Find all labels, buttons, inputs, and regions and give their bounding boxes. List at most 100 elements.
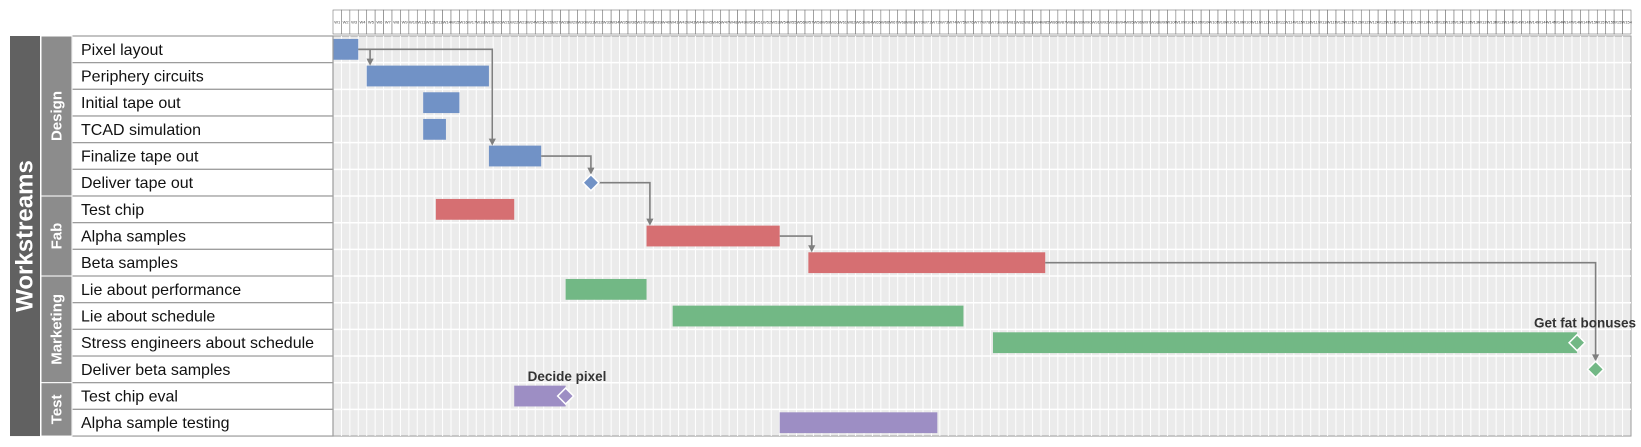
week-label: W8 [393,20,400,25]
week-label: W63 [856,20,865,25]
week-label: W39 [653,20,662,25]
task-bar [423,118,446,140]
task-label-cell [71,195,334,224]
week-label: W27 [552,20,561,25]
week-label: W29 [569,20,578,25]
week-label: W13 [434,20,443,25]
task-label-column: Pixel layout Periphery circuits Initial ta… [71,35,334,437]
task-label: TCAD simulation [81,122,201,139]
task-label: Periphery circuits [81,69,204,86]
week-label: W129 [1411,20,1422,25]
dependency-line [358,48,494,140]
task-bar [514,385,566,407]
week-label: W114 [1285,20,1296,25]
task-label-cell [71,248,334,277]
task-label-cell [71,275,334,304]
week-label: W134 [1453,20,1464,25]
week-label: W152 [1605,20,1616,25]
task-label-cell [71,408,334,437]
milestone-diamond [1567,333,1587,352]
week-label: W18 [476,20,485,25]
milestone-diamond [1586,360,1605,379]
week-label: W121 [1343,20,1354,25]
week-label: W28 [561,20,570,25]
week-label: W99 [1159,20,1168,25]
week-label: W143 [1529,20,1540,25]
week-label: W139 [1495,20,1506,25]
week-label: W40 [662,20,671,25]
week-label: W81 [1007,20,1016,25]
week-label: W34 [611,20,620,25]
task-label-cell [71,115,334,144]
week-label: W37 [637,20,646,25]
task-bar [565,278,647,300]
week-label: W95 [1125,20,1134,25]
week-label: W151 [1596,20,1607,25]
week-label: W76 [965,20,974,25]
task-bar [366,65,489,87]
task-bar [333,38,359,60]
workstreams-label: Workstreams [12,160,39,312]
week-label: W119 [1327,20,1338,25]
dependency-arrowhead [1592,354,1600,362]
week-label: W54 [780,20,789,25]
week-label: W115 [1293,20,1304,25]
week-label: W140 [1504,20,1515,25]
week-label: W42 [679,20,688,25]
week-header-cell [1622,9,1632,35]
week-label: W73 [940,20,949,25]
week-label: W15 [451,20,460,25]
week-label: W1 [334,20,341,25]
week-label: W147 [1563,20,1574,25]
week-label: W138 [1487,20,1498,25]
week-label: W35 [620,20,629,25]
week-label: W154 [1622,20,1633,25]
week-label: W111 [1259,20,1270,25]
task-label-cell [71,302,334,330]
week-label: W118 [1318,20,1329,25]
dependency-line [1045,261,1597,356]
task-bar [779,412,938,434]
week-label: W124 [1369,20,1380,25]
week-label: W78 [982,20,991,25]
task-label: Alpha sample testing [81,415,230,432]
week-label: W10 [409,20,418,25]
dependency-arrowhead [808,245,816,253]
week-label: W67 [889,20,898,25]
week-label: W96 [1134,20,1143,25]
week-label: W14 [443,20,452,25]
week-label: W23 [519,20,528,25]
week-label: W91 [1092,20,1101,25]
week-label: W71 [923,20,932,25]
task-bars [333,38,1578,434]
week-label: W144 [1537,20,1548,25]
week-label: W79 [991,20,1000,25]
group-label: Test [49,395,66,425]
week-label: W36 [628,20,637,25]
week-label: W104 [1200,20,1211,25]
task-label: Stress engineers about schedule [81,335,314,352]
workstreams-column: Workstreams [10,36,40,437]
week-label: W58 [814,20,823,25]
week-label: W83 [1024,20,1033,25]
week-label: W97 [1142,20,1151,25]
week-label: W101 [1175,20,1186,25]
dependency-arrowhead [488,138,496,146]
week-label: W82 [1016,20,1025,25]
week-label: W49 [738,20,747,25]
week-label: W11 [418,20,427,25]
week-label: W75 [957,20,966,25]
task-bar [488,145,542,167]
week-label: W112 [1268,20,1279,25]
milestone-annotation: Get fat bonuses [1534,316,1636,331]
week-label: W65 [873,20,882,25]
milestone-diamond [581,173,600,192]
plot-area [332,35,1632,437]
group-label: Marketing [49,294,66,365]
week-label: W12 [426,20,435,25]
week-label: W116 [1301,20,1312,25]
week-label: W142 [1520,20,1531,25]
week-label: W70 [915,20,924,25]
milestones: Get fat bonuses Decide pixel [528,173,1636,406]
group-box [40,35,73,197]
